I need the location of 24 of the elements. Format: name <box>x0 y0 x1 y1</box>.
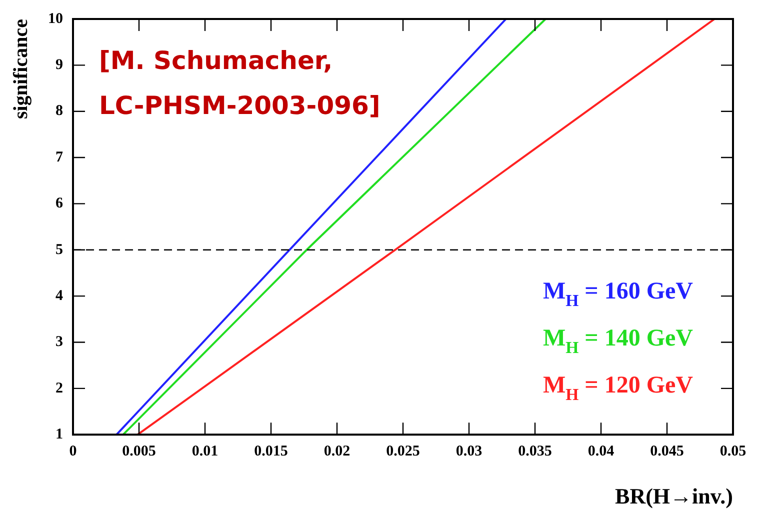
x-tick-label: 0.005 <box>122 443 156 460</box>
x-tick-label: 0.05 <box>720 443 746 460</box>
x-tick-label: 0.04 <box>588 443 615 460</box>
x-tick-label: 0.015 <box>254 443 288 460</box>
x-tick-label: 0.03 <box>456 443 482 460</box>
x-tick-label: 0.025 <box>386 443 420 460</box>
y-tick-label: 3 <box>56 334 63 350</box>
x-tick-label: 0.02 <box>324 443 350 460</box>
y-tick-label: 1 <box>56 426 63 442</box>
y-tick-label: 2 <box>56 380 63 396</box>
y-tick-label: 4 <box>56 288 64 304</box>
y-tick-label: 10 <box>48 10 63 27</box>
x-tick-label: 0 <box>69 443 77 460</box>
x-tick-label: 0.035 <box>518 443 552 460</box>
y-tick-label: 6 <box>56 196 64 212</box>
y-tick-label: 5 <box>56 242 63 258</box>
y-tick-label: 8 <box>56 103 63 120</box>
x-tick-label: 0.01 <box>192 443 218 460</box>
x-axis-title: BR(H→inv.) <box>615 483 733 508</box>
x-tick-label: 0.045 <box>650 443 684 460</box>
y-tick-label: 9 <box>56 57 63 74</box>
y-axis-title: significance <box>10 18 32 119</box>
annotation: [M. Schumacher, LC-PHSM-2003-096] <box>99 46 380 120</box>
y-tick-label: 7 <box>56 149 64 166</box>
